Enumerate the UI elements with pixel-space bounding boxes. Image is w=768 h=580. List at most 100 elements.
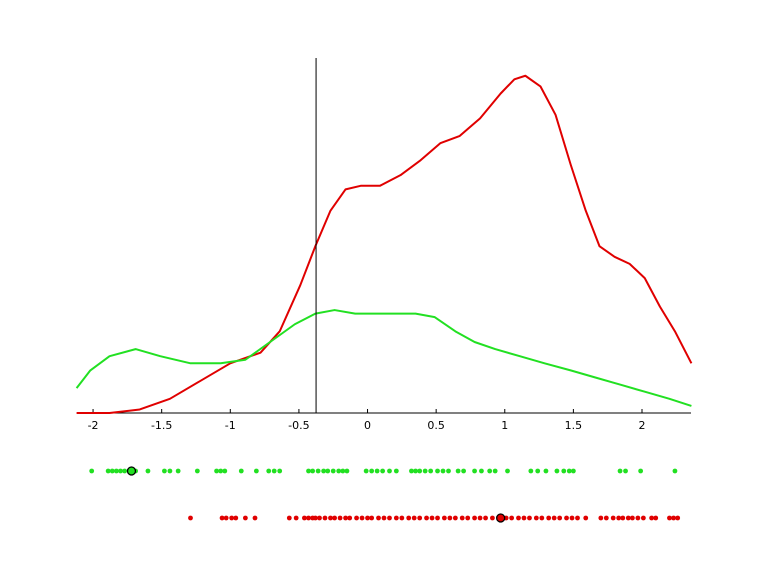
rug-point <box>406 515 412 521</box>
rug-point <box>188 515 193 521</box>
rug-point <box>315 468 321 474</box>
rug-point <box>561 468 567 474</box>
rug-point <box>381 515 387 521</box>
rug-point <box>286 515 292 521</box>
rug-point <box>380 468 386 474</box>
rug-point <box>399 515 405 521</box>
rug-point <box>145 468 151 474</box>
rug-point <box>312 515 318 521</box>
rug-point <box>539 515 545 521</box>
rug-point <box>490 515 495 521</box>
rug-point <box>393 468 399 474</box>
rug-point <box>229 515 235 521</box>
rug-point <box>336 468 342 474</box>
rug-point <box>472 468 477 474</box>
rug-point <box>672 468 678 474</box>
rug-point <box>242 515 248 521</box>
rug-point <box>109 468 115 474</box>
rug-point <box>435 515 440 521</box>
rug-point <box>343 515 348 521</box>
rug-point <box>623 468 628 474</box>
density-curve <box>76 74 693 414</box>
rug-point <box>218 468 224 474</box>
rug-point <box>616 515 622 521</box>
rug-point <box>487 468 493 474</box>
rug-point <box>409 468 414 474</box>
rug-point <box>440 468 446 474</box>
rug-point <box>638 468 644 474</box>
rug-point <box>528 468 534 474</box>
rug-point <box>521 515 527 521</box>
rug-point <box>479 468 484 474</box>
rug-point <box>253 468 259 474</box>
rug-point <box>219 515 225 521</box>
rug-point <box>306 468 311 474</box>
rug-point <box>271 468 277 474</box>
rug-point <box>376 515 381 521</box>
rug-point <box>543 468 549 474</box>
rug-point <box>328 515 333 521</box>
rug-point <box>167 468 173 474</box>
rug-point <box>266 468 272 474</box>
rug-point <box>302 515 307 521</box>
rug-point <box>477 515 483 521</box>
rug-point <box>122 468 128 474</box>
rug-point <box>175 468 181 474</box>
rug-point <box>583 515 589 521</box>
rug-point <box>118 468 123 474</box>
rug-point <box>459 515 465 521</box>
rug-point <box>162 468 167 474</box>
rug-point <box>546 515 552 521</box>
rug-point <box>417 468 423 474</box>
rug-point <box>393 515 399 521</box>
rug-point <box>325 468 331 474</box>
rug-point <box>330 468 336 474</box>
rug-point <box>441 515 447 521</box>
rug-point <box>554 468 560 474</box>
rug-point <box>387 468 392 474</box>
rug-point <box>233 515 239 521</box>
rug-point <box>527 515 532 521</box>
rug-point <box>222 468 228 474</box>
rug-point <box>429 515 435 521</box>
rug-point <box>310 468 316 474</box>
rug-point <box>413 468 418 474</box>
rug-point <box>223 515 229 521</box>
rug-point <box>465 515 471 521</box>
x-tick-label: -1 <box>225 419 236 432</box>
rug-highlight <box>126 466 137 476</box>
rug-point <box>649 515 655 521</box>
rug-point <box>535 468 541 474</box>
rug-highlight <box>496 513 506 523</box>
rug-point <box>557 515 563 521</box>
x-tick-label: -2 <box>88 419 99 432</box>
rug-point <box>569 515 575 521</box>
rug-point <box>635 515 641 521</box>
rug-point <box>533 515 539 521</box>
rug-point <box>620 515 626 521</box>
rug-point <box>347 515 353 521</box>
rug-point <box>505 468 510 474</box>
rug-point <box>610 515 616 521</box>
rug-point <box>435 468 440 474</box>
rug-point <box>374 468 380 474</box>
rug-point <box>387 515 392 521</box>
x-tick-label: 2 <box>639 419 646 432</box>
rug-point <box>671 515 676 521</box>
rug-point <box>417 515 423 521</box>
rug-point <box>640 515 646 521</box>
x-tick-label: 1 <box>501 419 508 432</box>
rug-point <box>598 515 604 521</box>
rug-point <box>369 515 375 521</box>
rug-point <box>617 468 623 474</box>
x-tick-label: 1.5 <box>565 419 583 432</box>
rug-point <box>570 468 576 474</box>
rug-point <box>322 515 328 521</box>
rug-point <box>340 468 346 474</box>
rug-point <box>89 468 95 474</box>
rug-point <box>363 468 369 474</box>
rug-point <box>516 515 521 521</box>
rug-point <box>667 515 672 521</box>
